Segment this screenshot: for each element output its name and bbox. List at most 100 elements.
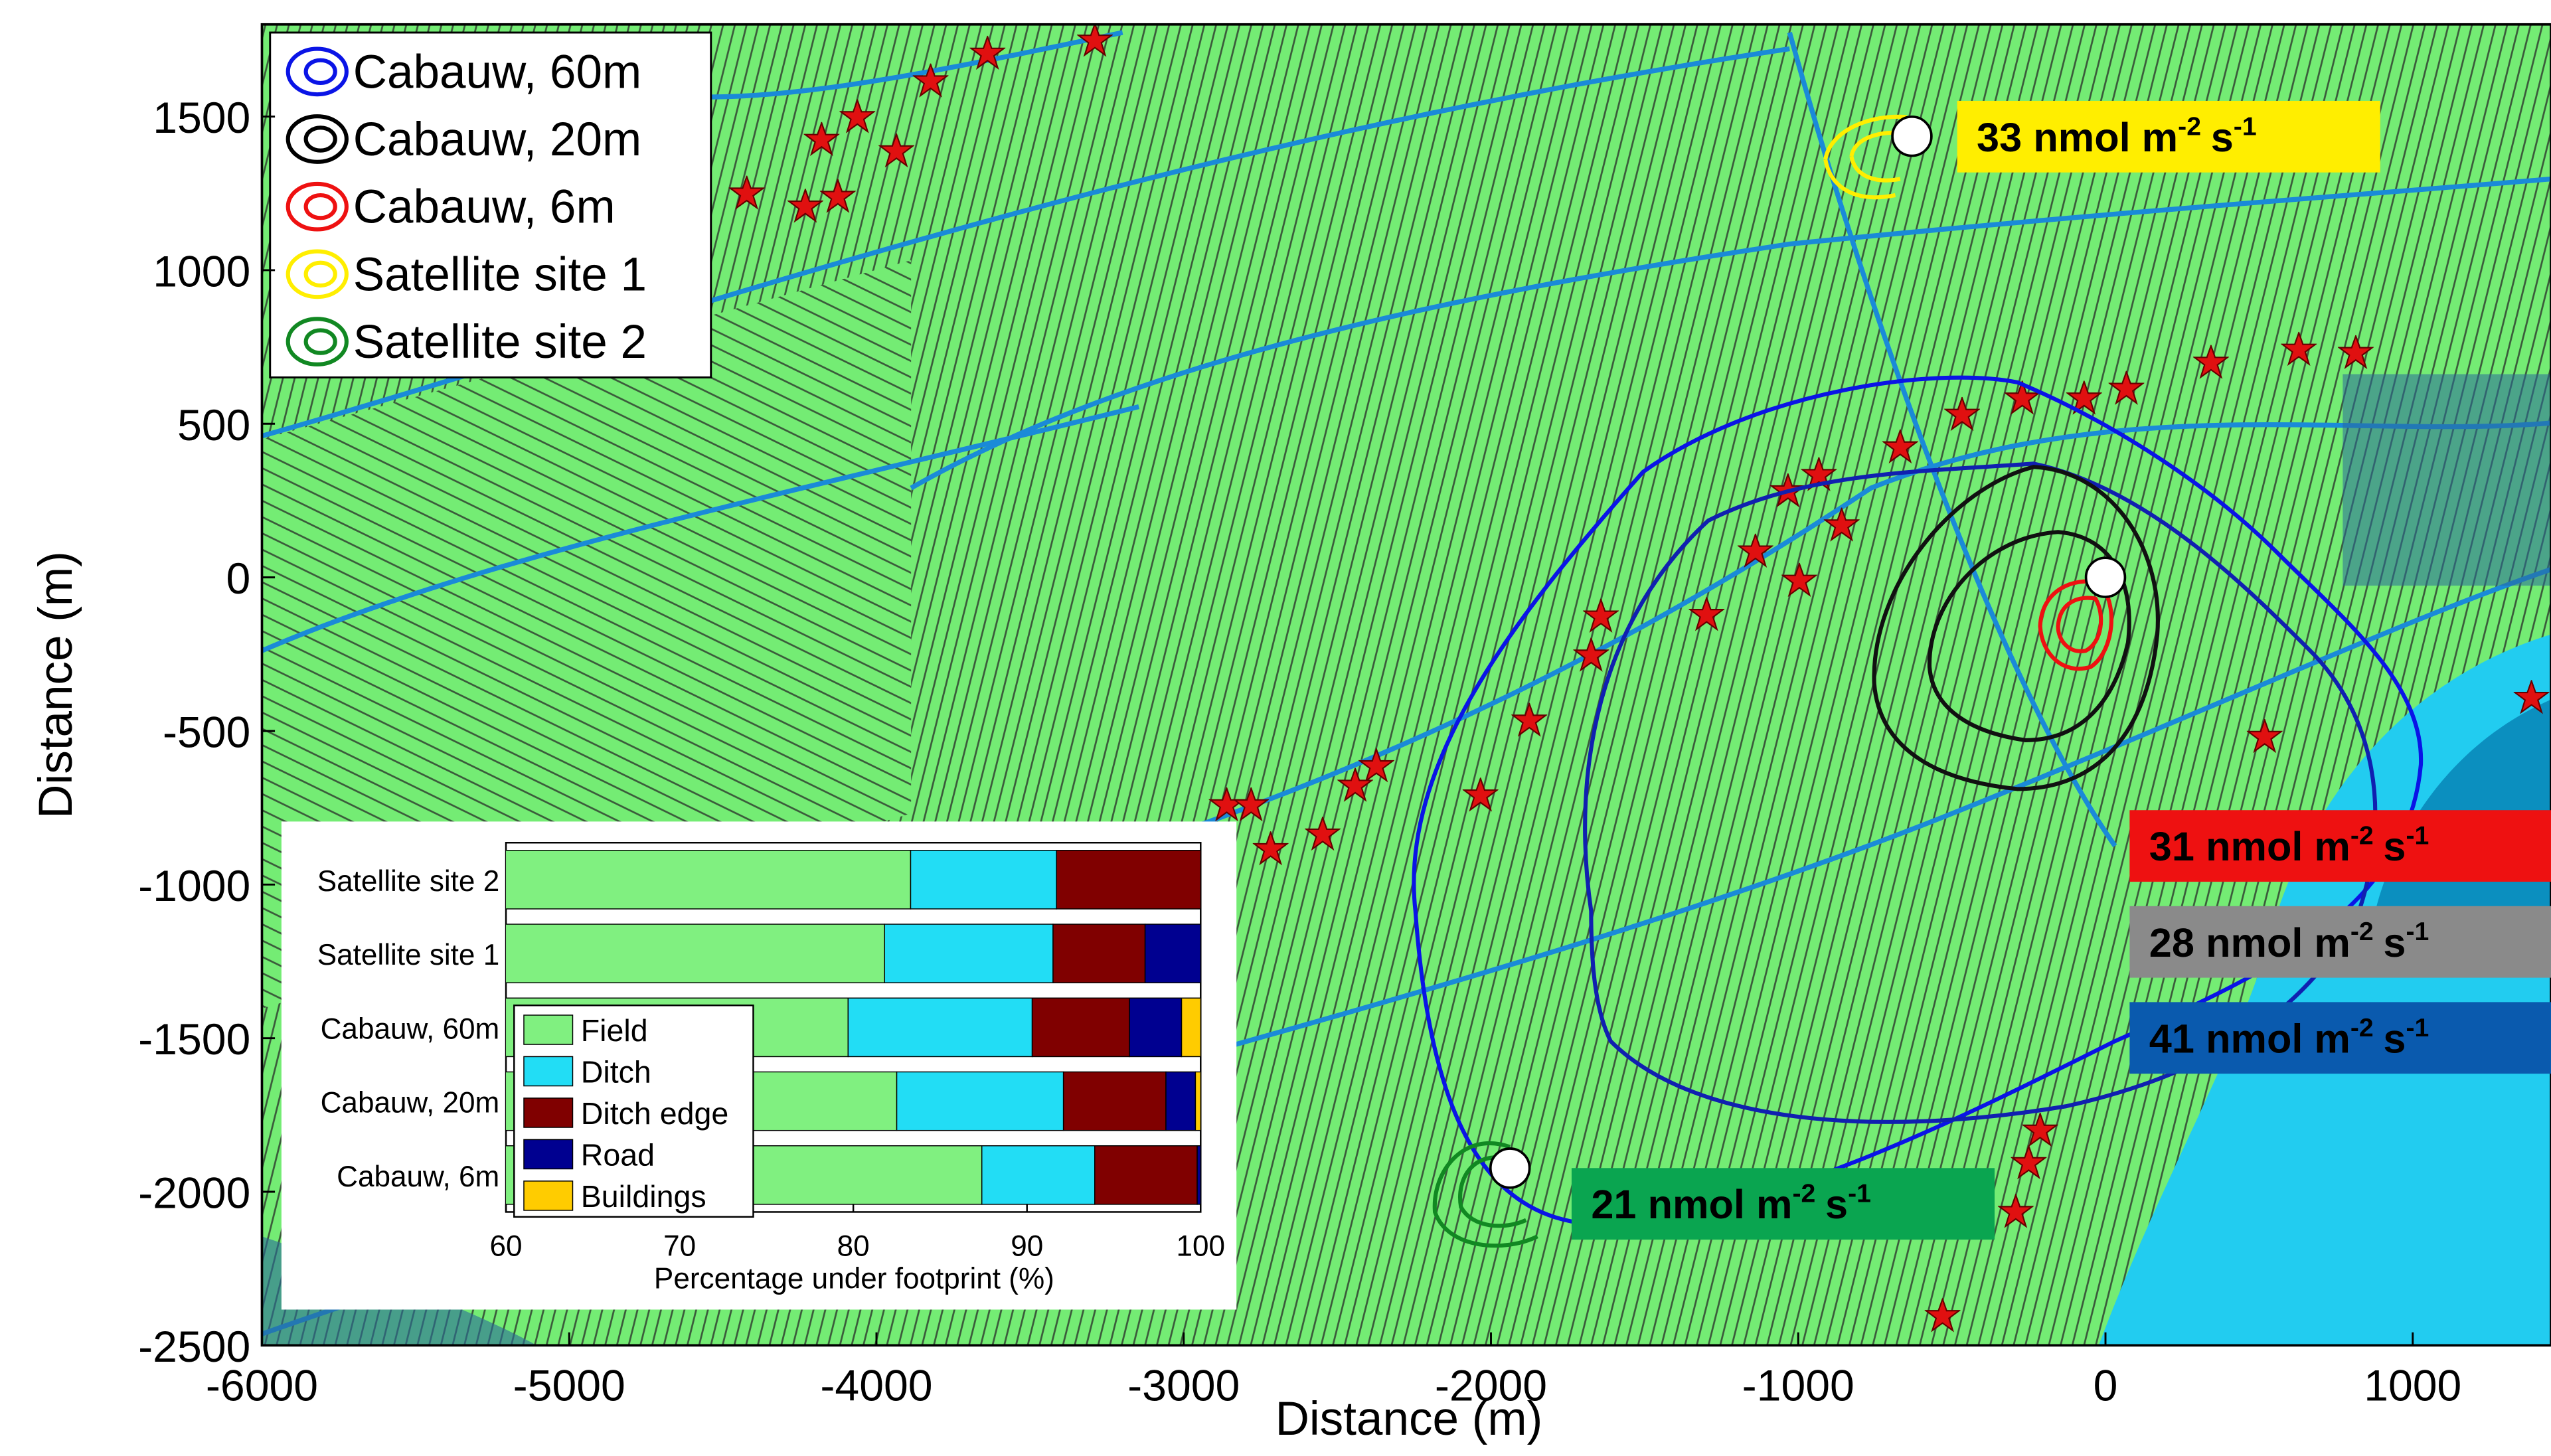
x-tick-label: 1000 [2364,1362,2461,1411]
legend-label: Cabauw, 20m [353,114,641,166]
x-tick-label: -1000 [1742,1362,1854,1411]
x-tick-label: 0 [2094,1362,2118,1411]
legend-icon [303,125,337,153]
inset-legend-label: Buildings [581,1179,706,1214]
legend-icon [286,317,349,366]
flux-unit: s [2383,824,2406,869]
bar-segment [1165,1071,1196,1131]
y-tick-label: 0 [226,554,251,604]
legend-label: Satellite site 2 [353,316,647,368]
flux-value: 33 [1977,115,2022,160]
y-tick-label: -2500 [138,1323,250,1372]
flux-label: 21 nmol m-2 s-1 [1591,1180,1871,1228]
contour-site2-inner [1458,1155,1527,1228]
inset-legend-swatch [523,1014,574,1045]
inset-legend-swatch [523,1180,574,1211]
legend-icon [303,193,337,220]
inset-category-label: Cabauw, 6m [337,1161,499,1193]
y-tick-label: 1500 [153,94,250,143]
flux-unit: s [2383,920,2406,965]
flux-unit: nmol m [2033,115,2178,160]
inset-legend-swatch [523,1056,574,1087]
contour-6m-outer [2038,579,2113,671]
flux-unit: nmol m [2206,920,2350,965]
legend-label: Satellite site 1 [353,248,647,301]
contour-site1-outer [1823,114,1907,200]
inset-legend-label: Ditch edge [581,1096,729,1131]
inset-legend-label: Ditch [581,1055,651,1090]
legend-icon [286,46,349,97]
inset-x-tick-label: 90 [1011,1230,1043,1263]
flux-exp: -2 [1792,1180,1815,1208]
inset-x-tick-label: 60 [490,1230,523,1263]
map-legend [269,31,712,378]
inset-x-tick-label: 70 [663,1230,696,1263]
flux-unit: nmol m [1648,1182,1793,1227]
x-tick-label: -5000 [513,1362,625,1411]
bar-segment [1031,997,1130,1058]
contour-20m-inner [1927,530,2131,742]
bar-segment [884,924,1054,983]
legend-icon [286,181,349,232]
flux-exp: -1 [2406,918,2429,946]
contour-20m-outer [1872,465,2160,791]
inset-category-label: Cabauw, 60m [321,1012,500,1045]
inset-x-tick-label: 100 [1176,1230,1225,1263]
site-marker [1489,1147,1531,1189]
flux-exp: -2 [2178,112,2201,141]
inset-category-label: Satellite site 2 [317,865,500,898]
inset-legend-label: Field [581,1013,648,1048]
contour-6m-inner [2056,596,2103,653]
flux-unit: s [1825,1182,1848,1227]
legend-icon [303,328,337,355]
flux-unit: nmol m [2206,1016,2350,1061]
flux-exp: -2 [2350,918,2374,946]
bar-segment [1062,1071,1167,1131]
legend-icon [286,114,349,164]
y-tick-label: 1000 [153,247,250,296]
y-tick-label: -1000 [138,862,250,911]
map-frame [260,23,2551,1347]
flux-unit: nmol m [2206,824,2350,869]
legend-icon [286,249,349,299]
bar-segment [1144,924,1201,983]
flux-box [2129,906,2551,978]
bar-segment [1196,1145,1201,1205]
y-tick-label: -500 [163,708,250,757]
inset-legend-swatch [523,1139,574,1170]
site-marker [1891,115,1933,157]
x-tick-label: -6000 [206,1362,318,1411]
flux-exp: -1 [2234,112,2257,141]
flux-exp: -1 [2406,1014,2429,1042]
x-tick-label: -3000 [1127,1362,1240,1411]
legend-icon [303,58,337,86]
flux-exp: -1 [1848,1180,1871,1208]
flux-value: 41 [2149,1016,2194,1061]
contour-site2-outer [1432,1141,1538,1248]
flux-label: 33 nmol m-2 s-1 [1977,112,2257,160]
bar-segment [1052,924,1146,983]
flux-box [1571,1168,1995,1240]
bar-segment [910,850,1057,910]
flux-label: 31 nmol m-2 s-1 [2149,822,2429,870]
village [2343,374,2551,586]
bar-segment [1056,850,1201,910]
bar-segment [1129,997,1183,1058]
legend-label: Cabauw, 60m [353,46,641,98]
flux-box [2129,810,2551,882]
inset-category-label: Cabauw, 20m [321,1087,500,1119]
flux-exp: -1 [2406,822,2429,850]
bar-segment [1181,997,1201,1058]
flux-exp: -2 [2350,1014,2374,1042]
inset-legend-label: Road [581,1138,655,1173]
flux-value: 31 [2149,824,2194,869]
flux-value: 28 [2149,920,2194,965]
y-tick-label: -2000 [138,1169,250,1218]
y-tick-label: 500 [177,401,250,450]
flux-unit: s [2211,115,2234,160]
inset-legend-swatch [523,1097,574,1128]
inset-x-label: Percentage under footprint (%) [654,1263,1054,1295]
legend-icon [303,260,337,288]
